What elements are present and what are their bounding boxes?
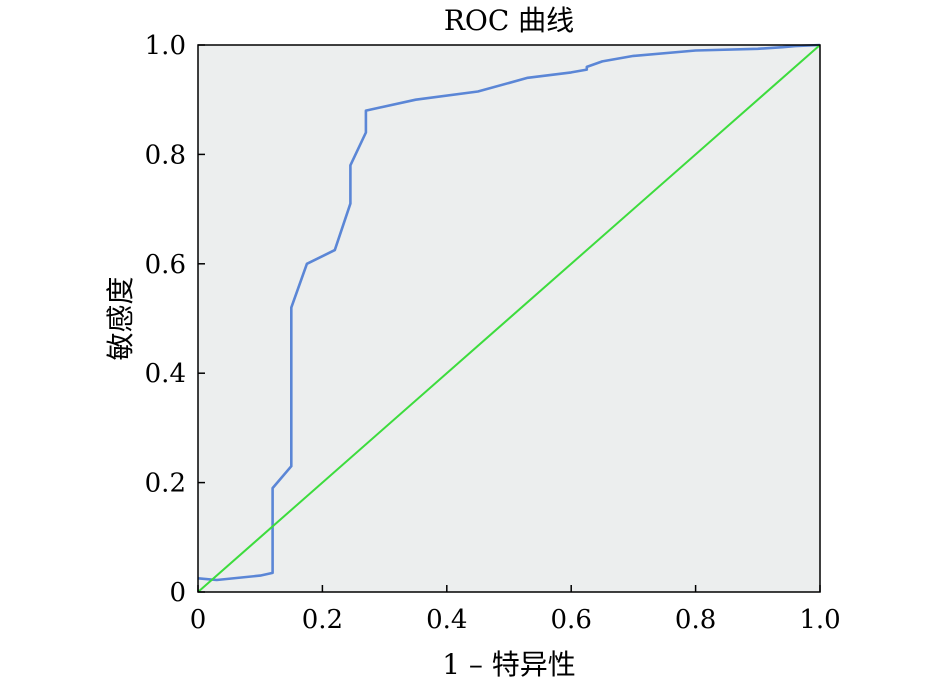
- x-tick-label: 0.6: [551, 605, 592, 635]
- plot-frame: [197, 44, 821, 593]
- x-tick-label: 0.8: [675, 605, 716, 635]
- y-tick-label: 0.6: [145, 250, 186, 280]
- y-tick-label: 0: [169, 578, 186, 608]
- series-layer: [197, 43, 821, 593]
- y-tick-label: 1.0: [145, 31, 186, 61]
- y-tick-label: 0.4: [145, 359, 186, 389]
- x-tick-label: 0.2: [302, 605, 343, 635]
- reference-diagonal-line: [197, 44, 821, 593]
- x-axis-title: 1 – 特异性: [442, 648, 576, 681]
- y-axis-title: 敏感度: [104, 276, 137, 360]
- roc-curve-line: [197, 43, 821, 582]
- y-tick-label: 0.8: [145, 140, 186, 170]
- x-tick-label: 0: [190, 605, 207, 635]
- x-tick-label: 1.0: [799, 605, 840, 635]
- chart-title: ROC 曲线: [444, 4, 574, 37]
- y-tick-label: 0.2: [145, 469, 186, 499]
- x-tick-label: 0.4: [426, 605, 467, 635]
- y-axis-ticks: 0 0.2 0.4 0.6 0.8 1.0: [145, 31, 205, 608]
- x-axis-ticks: 0 0.2 0.4 0.6 0.8 1.0: [190, 585, 841, 635]
